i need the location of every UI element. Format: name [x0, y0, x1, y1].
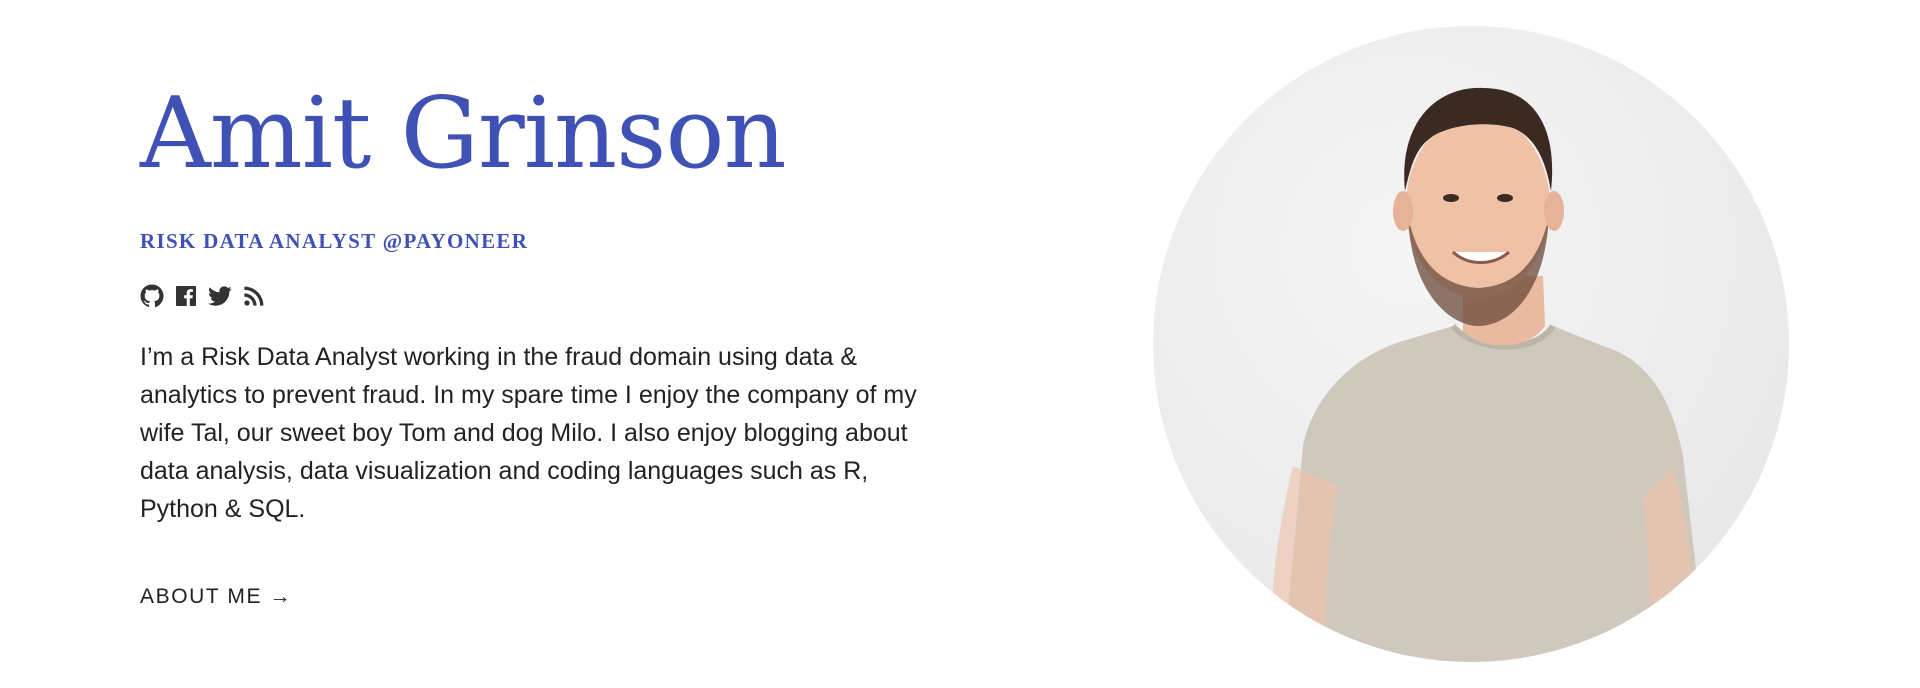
twitter-link[interactable] [208, 284, 232, 308]
github-link[interactable] [140, 284, 164, 308]
social-links [140, 284, 960, 308]
facebook-icon [176, 285, 196, 306]
profile-subtitle: Risk Data Analyst @Payoneer [140, 228, 529, 253]
profile-name: Amit Grinson [140, 77, 787, 191]
profile-photo [1153, 26, 1789, 662]
hero-intro: Amit Grinson Risk Data Analyst @Payoneer [140, 78, 960, 609]
bio-paragraph: I’m a Risk Data Analyst working in the f… [140, 342, 917, 523]
about-me-link[interactable]: About me → [140, 584, 293, 608]
twitter-icon [208, 286, 232, 306]
profile-photo-illustration [1271, 87, 1698, 662]
rss-icon [244, 286, 264, 306]
rss-link[interactable] [242, 284, 266, 308]
facebook-link[interactable] [174, 284, 198, 308]
github-icon [140, 284, 164, 307]
